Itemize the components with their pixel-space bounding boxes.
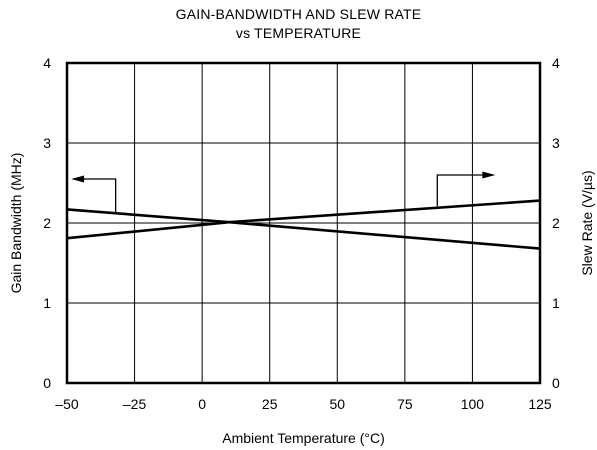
x-tick-label: 125 <box>528 396 552 412</box>
x-tick-label: –50 <box>55 396 79 412</box>
left-axis-arrow-line <box>75 178 117 215</box>
chart-title-line2: vs TEMPERATURE <box>235 25 362 41</box>
x-tick-label: –25 <box>123 396 147 412</box>
plot-border <box>65 61 542 385</box>
y-tick-label-right: 0 <box>552 375 560 391</box>
x-tick-label: 75 <box>397 396 413 412</box>
series-lines <box>66 199 541 250</box>
axis-arrows <box>71 171 496 215</box>
y-tick-label-right: 1 <box>552 295 560 311</box>
y-tick-label-left: 2 <box>43 215 51 231</box>
grid <box>67 63 540 383</box>
y-tick-label-right: 2 <box>552 215 560 231</box>
y-tick-label-right: 4 <box>552 55 560 71</box>
left-axis-arrowhead <box>71 175 85 183</box>
series-line-right <box>66 199 541 240</box>
x-tick-label: 25 <box>262 396 278 412</box>
x-tick-label: 0 <box>198 396 206 412</box>
x-tick-label: 100 <box>461 396 485 412</box>
x-axis-label: Ambient Temperature (°C) <box>222 430 385 446</box>
y-tick-label-left: 3 <box>43 135 51 151</box>
y-tick-label-left: 0 <box>43 375 51 391</box>
right-axis-arrow-line <box>436 174 492 207</box>
chart-title-line1: GAIN-BANDWIDTH AND SLEW RATE <box>175 6 422 22</box>
y-tick-label-left: 4 <box>43 55 51 71</box>
y-tick-label-right: 3 <box>552 135 560 151</box>
y-tick-label-left: 1 <box>43 295 51 311</box>
series-line-left <box>66 208 541 250</box>
y-axis-label-left: Gain Bandwidth (MHz) <box>8 153 24 294</box>
right-axis-arrowhead <box>482 171 496 179</box>
x-tick-label: 50 <box>329 396 345 412</box>
y-axis-label-right: Slew Rate (V/µs) <box>579 170 595 275</box>
